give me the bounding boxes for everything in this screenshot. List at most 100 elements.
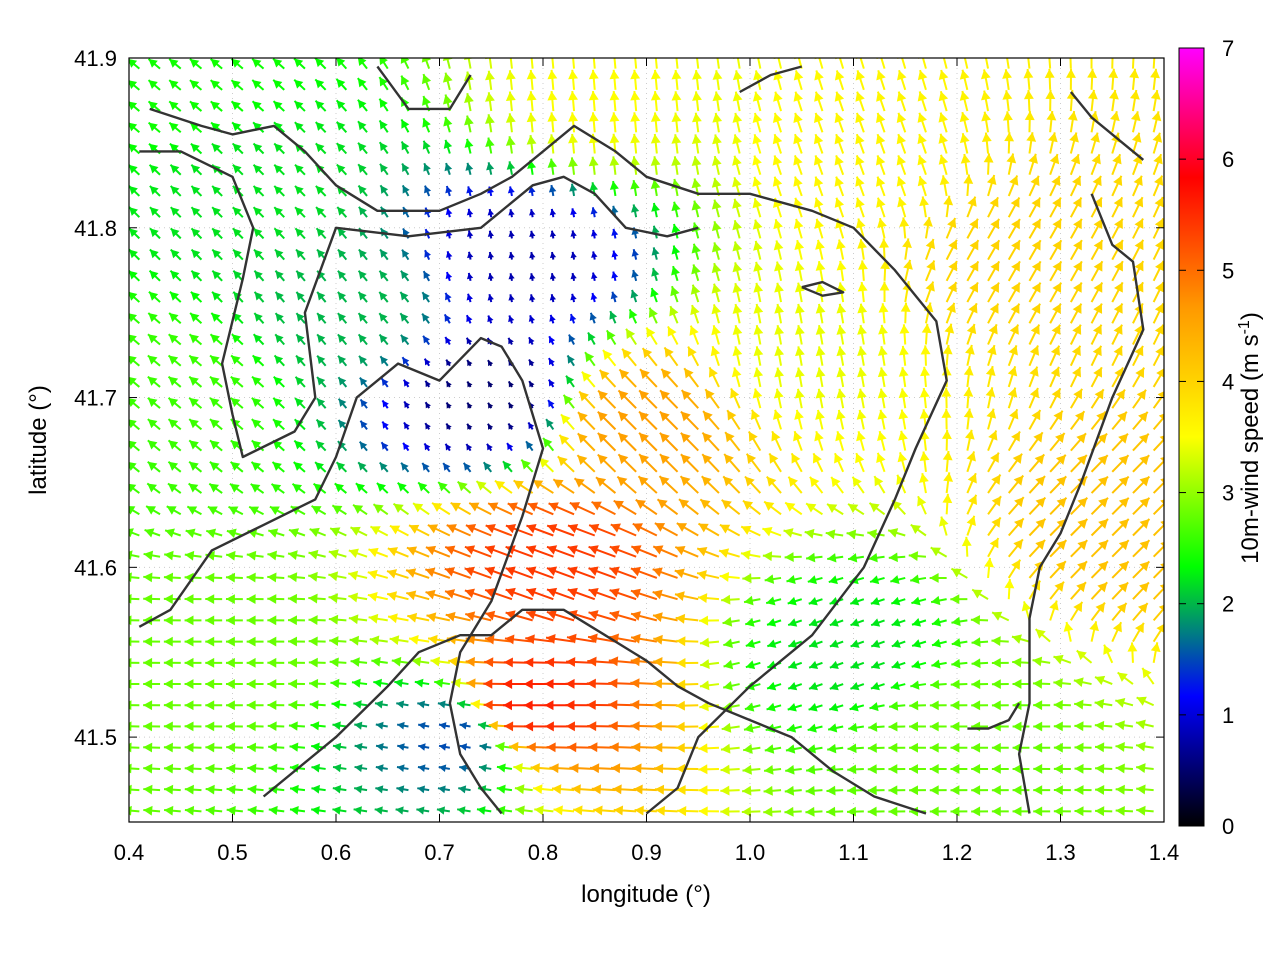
wind-vector [168, 312, 182, 325]
wind-vector [1007, 430, 1021, 452]
wind-vector [1136, 784, 1154, 795]
colorbar-label: 10m-wind speed (m s-1) [1236, 312, 1264, 564]
wind-vector [437, 481, 451, 494]
wind-vector [251, 375, 265, 388]
wind-vector [163, 679, 181, 689]
wind-vector [606, 329, 617, 346]
wind-vector [1094, 675, 1113, 686]
wind-vector [1006, 153, 1017, 175]
wind-vector [742, 573, 761, 584]
wind-vector [143, 636, 161, 647]
wind-vector [209, 439, 223, 452]
wind-vector [971, 658, 989, 669]
wind-vector [653, 656, 678, 667]
wind-vector [190, 164, 203, 176]
wind-vector [867, 785, 885, 796]
wind-vector [487, 315, 494, 324]
wind-vector [835, 409, 846, 430]
wind-vector [986, 174, 997, 197]
wind-vector [876, 91, 886, 112]
wind-vector [959, 111, 970, 133]
wind-vector [752, 388, 763, 409]
wind-vector [836, 303, 847, 324]
x-tick-label: 1.3 [1045, 840, 1076, 865]
wind-vector [184, 700, 202, 711]
wind-vector [1069, 303, 1083, 324]
wind-vector [753, 70, 763, 91]
wind-vector [939, 175, 950, 197]
wind-vector [745, 453, 762, 473]
wind-vector [827, 553, 844, 563]
wind-vector [464, 138, 474, 154]
wind-vector [520, 459, 534, 473]
wind-vector [834, 91, 845, 112]
wind-vector [287, 615, 305, 626]
wind-vector [710, 345, 721, 367]
wind-vector [1111, 260, 1124, 282]
wind-vector [875, 155, 886, 176]
wind-vector [876, 70, 886, 91]
wind-vector [357, 291, 368, 303]
wind-vector [743, 744, 761, 754]
wind-vector [675, 613, 699, 624]
wind-vector [795, 346, 805, 366]
wind-vector [732, 303, 743, 324]
wind-vector [1004, 132, 1015, 154]
wind-vector [293, 78, 306, 91]
wind-vector [484, 634, 513, 645]
wind-vector [209, 354, 223, 367]
wind-vector [149, 248, 161, 261]
wind-vector [538, 457, 555, 473]
wind-vector [552, 478, 575, 494]
wind-vector [143, 742, 161, 753]
wind-vector [588, 566, 616, 579]
wind-vector [671, 265, 680, 282]
wind-vector [548, 357, 555, 367]
wind-vector [766, 702, 782, 712]
wind-vector [1049, 260, 1063, 282]
wind-vector [732, 198, 742, 218]
wind-vector [1108, 68, 1119, 90]
wind-vector [597, 432, 617, 452]
wind-vector [890, 596, 906, 606]
wind-vector [815, 282, 826, 303]
wind-vector [909, 785, 926, 796]
wind-vector [166, 505, 182, 516]
wind-vector [1049, 581, 1065, 600]
wind-vector [929, 573, 947, 583]
wind-vector [1028, 303, 1041, 324]
wind-vector [638, 410, 658, 431]
wind-vector [129, 615, 140, 626]
wind-vector [507, 422, 514, 430]
wind-vector [211, 206, 223, 218]
wind-vector [547, 158, 558, 175]
wind-vector [188, 439, 203, 452]
wind-vector [1007, 559, 1022, 579]
wind-vector [568, 69, 579, 90]
wind-vector [788, 639, 803, 648]
wind-vector [316, 355, 327, 367]
wind-vector [762, 527, 782, 537]
wind-vector [950, 764, 968, 774]
wind-vector [1132, 345, 1144, 367]
wind-vector [374, 806, 388, 815]
wind-vector [444, 292, 452, 303]
wind-vector [630, 112, 641, 133]
wind-vector [1074, 721, 1092, 732]
wind-vector [274, 291, 286, 303]
wind-vector [938, 112, 948, 133]
wind-vector [1152, 367, 1164, 388]
wind-vector [696, 546, 720, 558]
terrain-contours [138, 65, 1145, 815]
wind-vector [1069, 260, 1083, 282]
wind-vector [163, 742, 181, 753]
wind-vector [485, 92, 495, 112]
wind-vector [211, 142, 223, 155]
wind-vector [987, 196, 999, 218]
wind-vector-field [129, 58, 1164, 817]
wind-vector [1028, 496, 1047, 515]
wind-vector [357, 270, 368, 282]
wind-vector [652, 545, 678, 558]
wind-vector [407, 612, 430, 623]
wind-vector [951, 616, 968, 627]
